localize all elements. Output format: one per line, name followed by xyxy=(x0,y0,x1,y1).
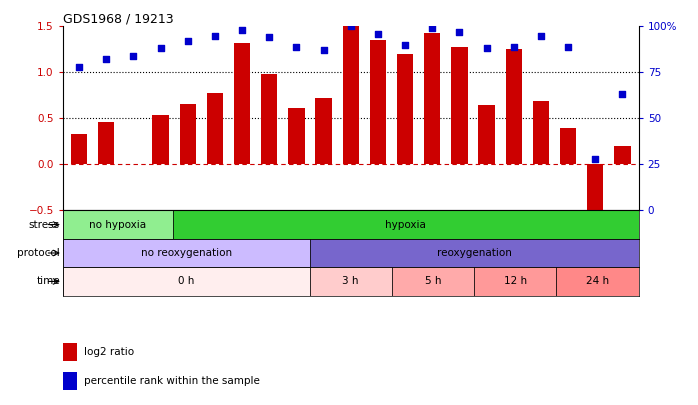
Text: percentile rank within the sample: percentile rank within the sample xyxy=(84,376,260,386)
Bar xyxy=(71,134,87,164)
Point xyxy=(372,30,383,37)
Bar xyxy=(63,239,310,267)
Point xyxy=(399,41,410,48)
Bar xyxy=(533,101,549,164)
Bar xyxy=(478,105,495,164)
Bar xyxy=(343,26,359,164)
Bar xyxy=(505,49,522,164)
Bar xyxy=(63,267,310,296)
Bar xyxy=(397,54,413,164)
Text: time: time xyxy=(36,277,60,286)
Point xyxy=(426,25,438,32)
Text: 3 h: 3 h xyxy=(343,277,359,286)
Text: protocol: protocol xyxy=(17,248,60,258)
Bar xyxy=(556,267,639,296)
Text: GDS1968 / 19213: GDS1968 / 19213 xyxy=(63,12,173,25)
Point xyxy=(73,64,84,70)
Bar xyxy=(315,98,332,164)
Bar xyxy=(63,210,172,239)
Point xyxy=(291,43,302,50)
Bar xyxy=(424,33,440,164)
Bar xyxy=(370,40,386,164)
Text: stress: stress xyxy=(29,220,60,230)
Bar xyxy=(63,343,77,361)
Bar xyxy=(474,267,556,296)
Bar xyxy=(614,146,630,164)
Point xyxy=(182,38,193,44)
Bar xyxy=(310,239,639,267)
Point xyxy=(563,43,574,50)
Bar xyxy=(98,122,114,164)
Bar xyxy=(392,267,474,296)
Text: reoxygenation: reoxygenation xyxy=(437,248,512,258)
Point xyxy=(264,34,275,40)
Point xyxy=(318,47,329,53)
Point xyxy=(237,27,248,33)
Bar xyxy=(451,47,468,164)
Bar xyxy=(288,108,304,164)
Text: 12 h: 12 h xyxy=(504,277,527,286)
Point xyxy=(481,45,492,52)
Point xyxy=(209,32,221,39)
Point xyxy=(155,45,166,52)
Bar xyxy=(172,210,639,239)
Point xyxy=(535,32,547,39)
Text: 24 h: 24 h xyxy=(586,277,609,286)
Text: log2 ratio: log2 ratio xyxy=(84,347,134,357)
Point xyxy=(101,56,112,63)
Bar xyxy=(63,372,77,390)
Bar xyxy=(207,94,223,164)
Text: 0 h: 0 h xyxy=(178,277,195,286)
Point xyxy=(454,29,465,35)
Bar xyxy=(587,164,603,222)
Point xyxy=(128,53,139,59)
Point xyxy=(617,91,628,98)
Text: no hypoxia: no hypoxia xyxy=(89,220,146,230)
Text: no reoxygenation: no reoxygenation xyxy=(141,248,232,258)
Bar xyxy=(261,74,277,164)
Point xyxy=(590,156,601,162)
Bar xyxy=(310,267,392,296)
Bar xyxy=(234,43,251,164)
Bar xyxy=(152,115,169,164)
Bar xyxy=(179,104,196,164)
Text: 5 h: 5 h xyxy=(425,277,441,286)
Bar xyxy=(560,128,576,164)
Text: hypoxia: hypoxia xyxy=(385,220,426,230)
Point xyxy=(508,43,519,50)
Point xyxy=(345,23,356,30)
